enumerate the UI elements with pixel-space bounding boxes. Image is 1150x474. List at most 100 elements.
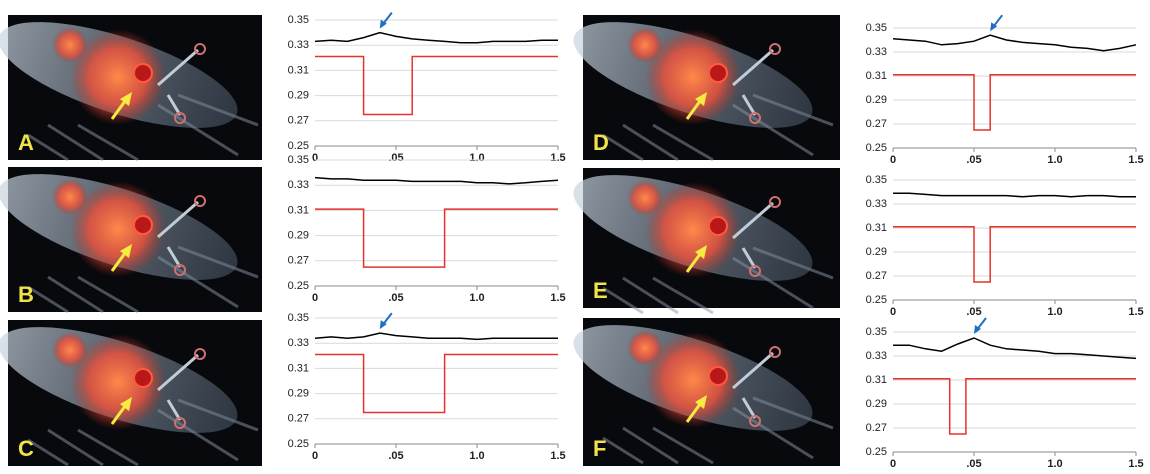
x-tick-label: 1.5 <box>1128 306 1143 318</box>
antenna-tip <box>174 264 186 276</box>
panel-letter: A <box>18 130 34 155</box>
y-tick-label: 0.33 <box>288 39 309 51</box>
series-line <box>314 176 559 185</box>
x-tick-label: .05 <box>388 292 403 304</box>
yellow-arrow-head <box>695 395 707 409</box>
photo: B <box>0 167 262 314</box>
leg <box>602 436 644 465</box>
glow <box>627 27 663 63</box>
series-line <box>315 55 558 116</box>
x-tick-label: 1.0 <box>469 450 484 462</box>
x-tick-label: .05 <box>388 152 403 164</box>
blue-arrow-head <box>379 320 387 330</box>
yellow-arrow-head <box>120 92 132 106</box>
leg <box>622 426 679 465</box>
leg <box>27 438 69 467</box>
antenna <box>157 353 199 392</box>
antenna <box>732 48 774 87</box>
leg <box>27 285 69 314</box>
eye <box>133 63 153 83</box>
y-tick-label: 0.25 <box>866 294 887 306</box>
glow <box>52 27 88 63</box>
series-line <box>314 31 558 44</box>
blue-arrow-head <box>974 325 981 334</box>
y-tick-label: 0.33 <box>288 179 309 191</box>
y-tick-label: 0.27 <box>866 118 887 130</box>
leg <box>27 133 69 162</box>
blue-arrow-head <box>379 19 387 29</box>
y-tick-label: 0.33 <box>866 350 887 362</box>
leg <box>77 123 139 162</box>
antenna-tip <box>749 415 761 427</box>
y-tick-label: 0.27 <box>288 413 309 425</box>
leg <box>47 428 104 467</box>
antenna-tip <box>194 348 206 360</box>
glow <box>70 334 166 430</box>
leg <box>652 276 714 315</box>
leg <box>652 123 714 162</box>
y-tick-label: 0.31 <box>288 204 309 216</box>
glow <box>645 182 741 278</box>
antenna-tip <box>769 346 781 358</box>
series-line <box>893 192 1136 198</box>
x-tick-label: 1.0 <box>1047 154 1062 166</box>
y-tick-label: 0.35 <box>866 326 887 338</box>
antenna-tip <box>749 265 761 277</box>
photo: C <box>0 320 262 467</box>
leg <box>622 123 679 162</box>
y-tick-label: 0.31 <box>866 70 887 82</box>
y-tick-label: 0.27 <box>866 422 887 434</box>
y-tick-label: 0.33 <box>866 198 887 210</box>
yellow-arrow-head <box>695 92 707 106</box>
antenna <box>157 200 199 239</box>
x-tick-label: .05 <box>966 458 981 470</box>
leg <box>47 275 104 314</box>
antenna-tip <box>194 195 206 207</box>
x-tick-label: 1.5 <box>550 292 565 304</box>
y-tick-label: 0.25 <box>288 140 309 152</box>
x-tick-label: 0 <box>890 306 896 318</box>
antenna <box>732 351 774 390</box>
series-line <box>893 337 1137 360</box>
yellow-arrow-head <box>120 244 132 258</box>
y-tick-label: 0.27 <box>288 115 309 127</box>
leg <box>77 428 139 467</box>
leg <box>602 133 644 162</box>
y-tick-label: 0.29 <box>866 398 887 410</box>
glow <box>645 332 741 428</box>
y-tick-label: 0.31 <box>866 222 887 234</box>
y-tick-label: 0.33 <box>288 337 309 349</box>
x-tick-label: 1.5 <box>1128 154 1143 166</box>
glow <box>70 29 166 125</box>
x-tick-label: 1.0 <box>469 292 484 304</box>
panel-letter: C <box>18 436 34 461</box>
photo: D <box>573 15 840 162</box>
y-tick-label: 0.29 <box>288 388 309 400</box>
y-tick-label: 0.35 <box>866 174 887 186</box>
x-tick-label: 1.5 <box>1128 458 1143 470</box>
y-tick-label: 0.29 <box>288 230 309 242</box>
y-tick-label: 0.25 <box>866 446 887 458</box>
y-tick-label: 0.35 <box>288 312 309 324</box>
y-tick-label: 0.35 <box>288 14 309 26</box>
series-line <box>893 226 1136 283</box>
antenna-tip <box>174 112 186 124</box>
y-tick-label: 0.25 <box>288 280 309 292</box>
leg <box>47 123 104 162</box>
x-tick-label: 1.5 <box>550 152 565 164</box>
glow <box>627 330 663 366</box>
x-tick-label: 0 <box>312 450 318 462</box>
eye <box>133 215 153 235</box>
x-tick-label: 0 <box>890 154 896 166</box>
antenna <box>741 397 757 419</box>
y-tick-label: 0.31 <box>866 374 887 386</box>
x-tick-label: 0 <box>890 458 896 470</box>
glow <box>627 180 663 216</box>
y-tick-label: 0.29 <box>866 94 887 106</box>
y-tick-label: 0.31 <box>288 64 309 76</box>
antenna <box>741 247 757 269</box>
series-line <box>315 353 558 414</box>
x-tick-label: .05 <box>966 306 981 318</box>
glow <box>645 29 741 125</box>
